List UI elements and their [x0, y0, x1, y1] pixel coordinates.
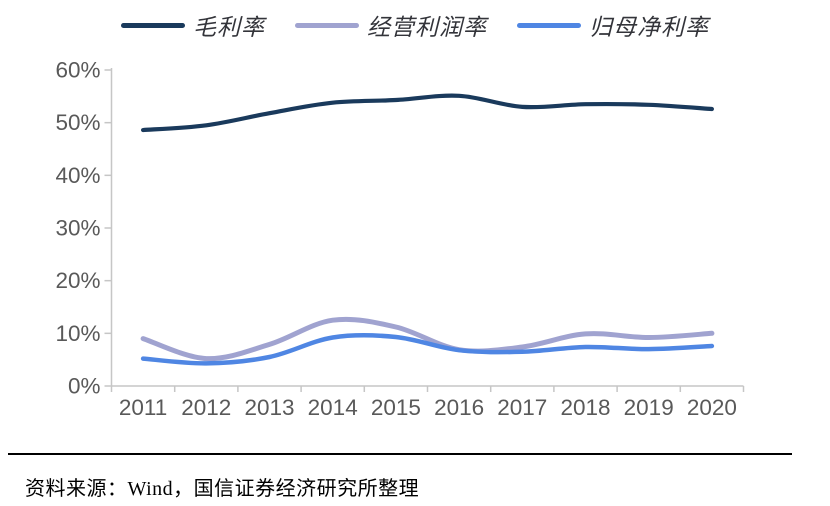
y-axis-label: 30% — [55, 216, 100, 241]
x-axis-label: 2019 — [624, 395, 674, 420]
legend-label-net-margin: 归母净利率 — [589, 15, 709, 40]
x-axis-label: 2015 — [371, 395, 421, 420]
footer-divider — [8, 453, 792, 455]
x-axis-label: 2016 — [434, 395, 484, 420]
legend-item-net-margin: 归母净利率 — [517, 8, 709, 42]
y-axis-label: 60% — [55, 58, 100, 83]
x-axis-label: 2018 — [560, 395, 610, 420]
x-axis-label: 2011 — [119, 395, 167, 420]
y-axis-label: 0% — [68, 374, 101, 399]
series-line-net-margin — [140, 332, 715, 366]
legend-label-gross-margin: 毛利率 — [193, 15, 265, 40]
x-axis-label: 2012 — [181, 395, 231, 420]
y-axis-label: 20% — [55, 268, 100, 293]
legend-item-operating-margin: 经营利润率 — [295, 8, 487, 42]
legend-swatch-net-margin — [517, 22, 581, 28]
legend-label-operating-margin: 经营利润率 — [367, 15, 487, 40]
legend-item-gross-margin: 毛利率 — [121, 8, 265, 42]
x-axis-label: 2014 — [308, 395, 358, 420]
y-axis-label: 50% — [55, 110, 100, 135]
line-chart: 0% 10% 20% 30% 40% 50% 60% 2011 2012 2013 2014 2015… — [55, 58, 745, 420]
y-axis-label: 40% — [55, 163, 100, 188]
legend-swatch-operating-margin — [295, 22, 359, 28]
series-line-operating-margin — [140, 316, 715, 362]
series-line-gross-margin — [141, 93, 714, 133]
x-axis-label: 2017 — [497, 395, 547, 420]
legend-swatch-gross-margin — [121, 22, 185, 28]
x-axis-label: 2020 — [687, 395, 737, 420]
source-note: 资料来源：Wind，国信证券经济研究所整理 — [25, 478, 420, 500]
x-axis-label: 2013 — [244, 395, 294, 420]
chart-legend: 毛利率 经营利润率 归母净利率 — [0, 8, 830, 42]
y-axis-label: 10% — [55, 321, 100, 346]
